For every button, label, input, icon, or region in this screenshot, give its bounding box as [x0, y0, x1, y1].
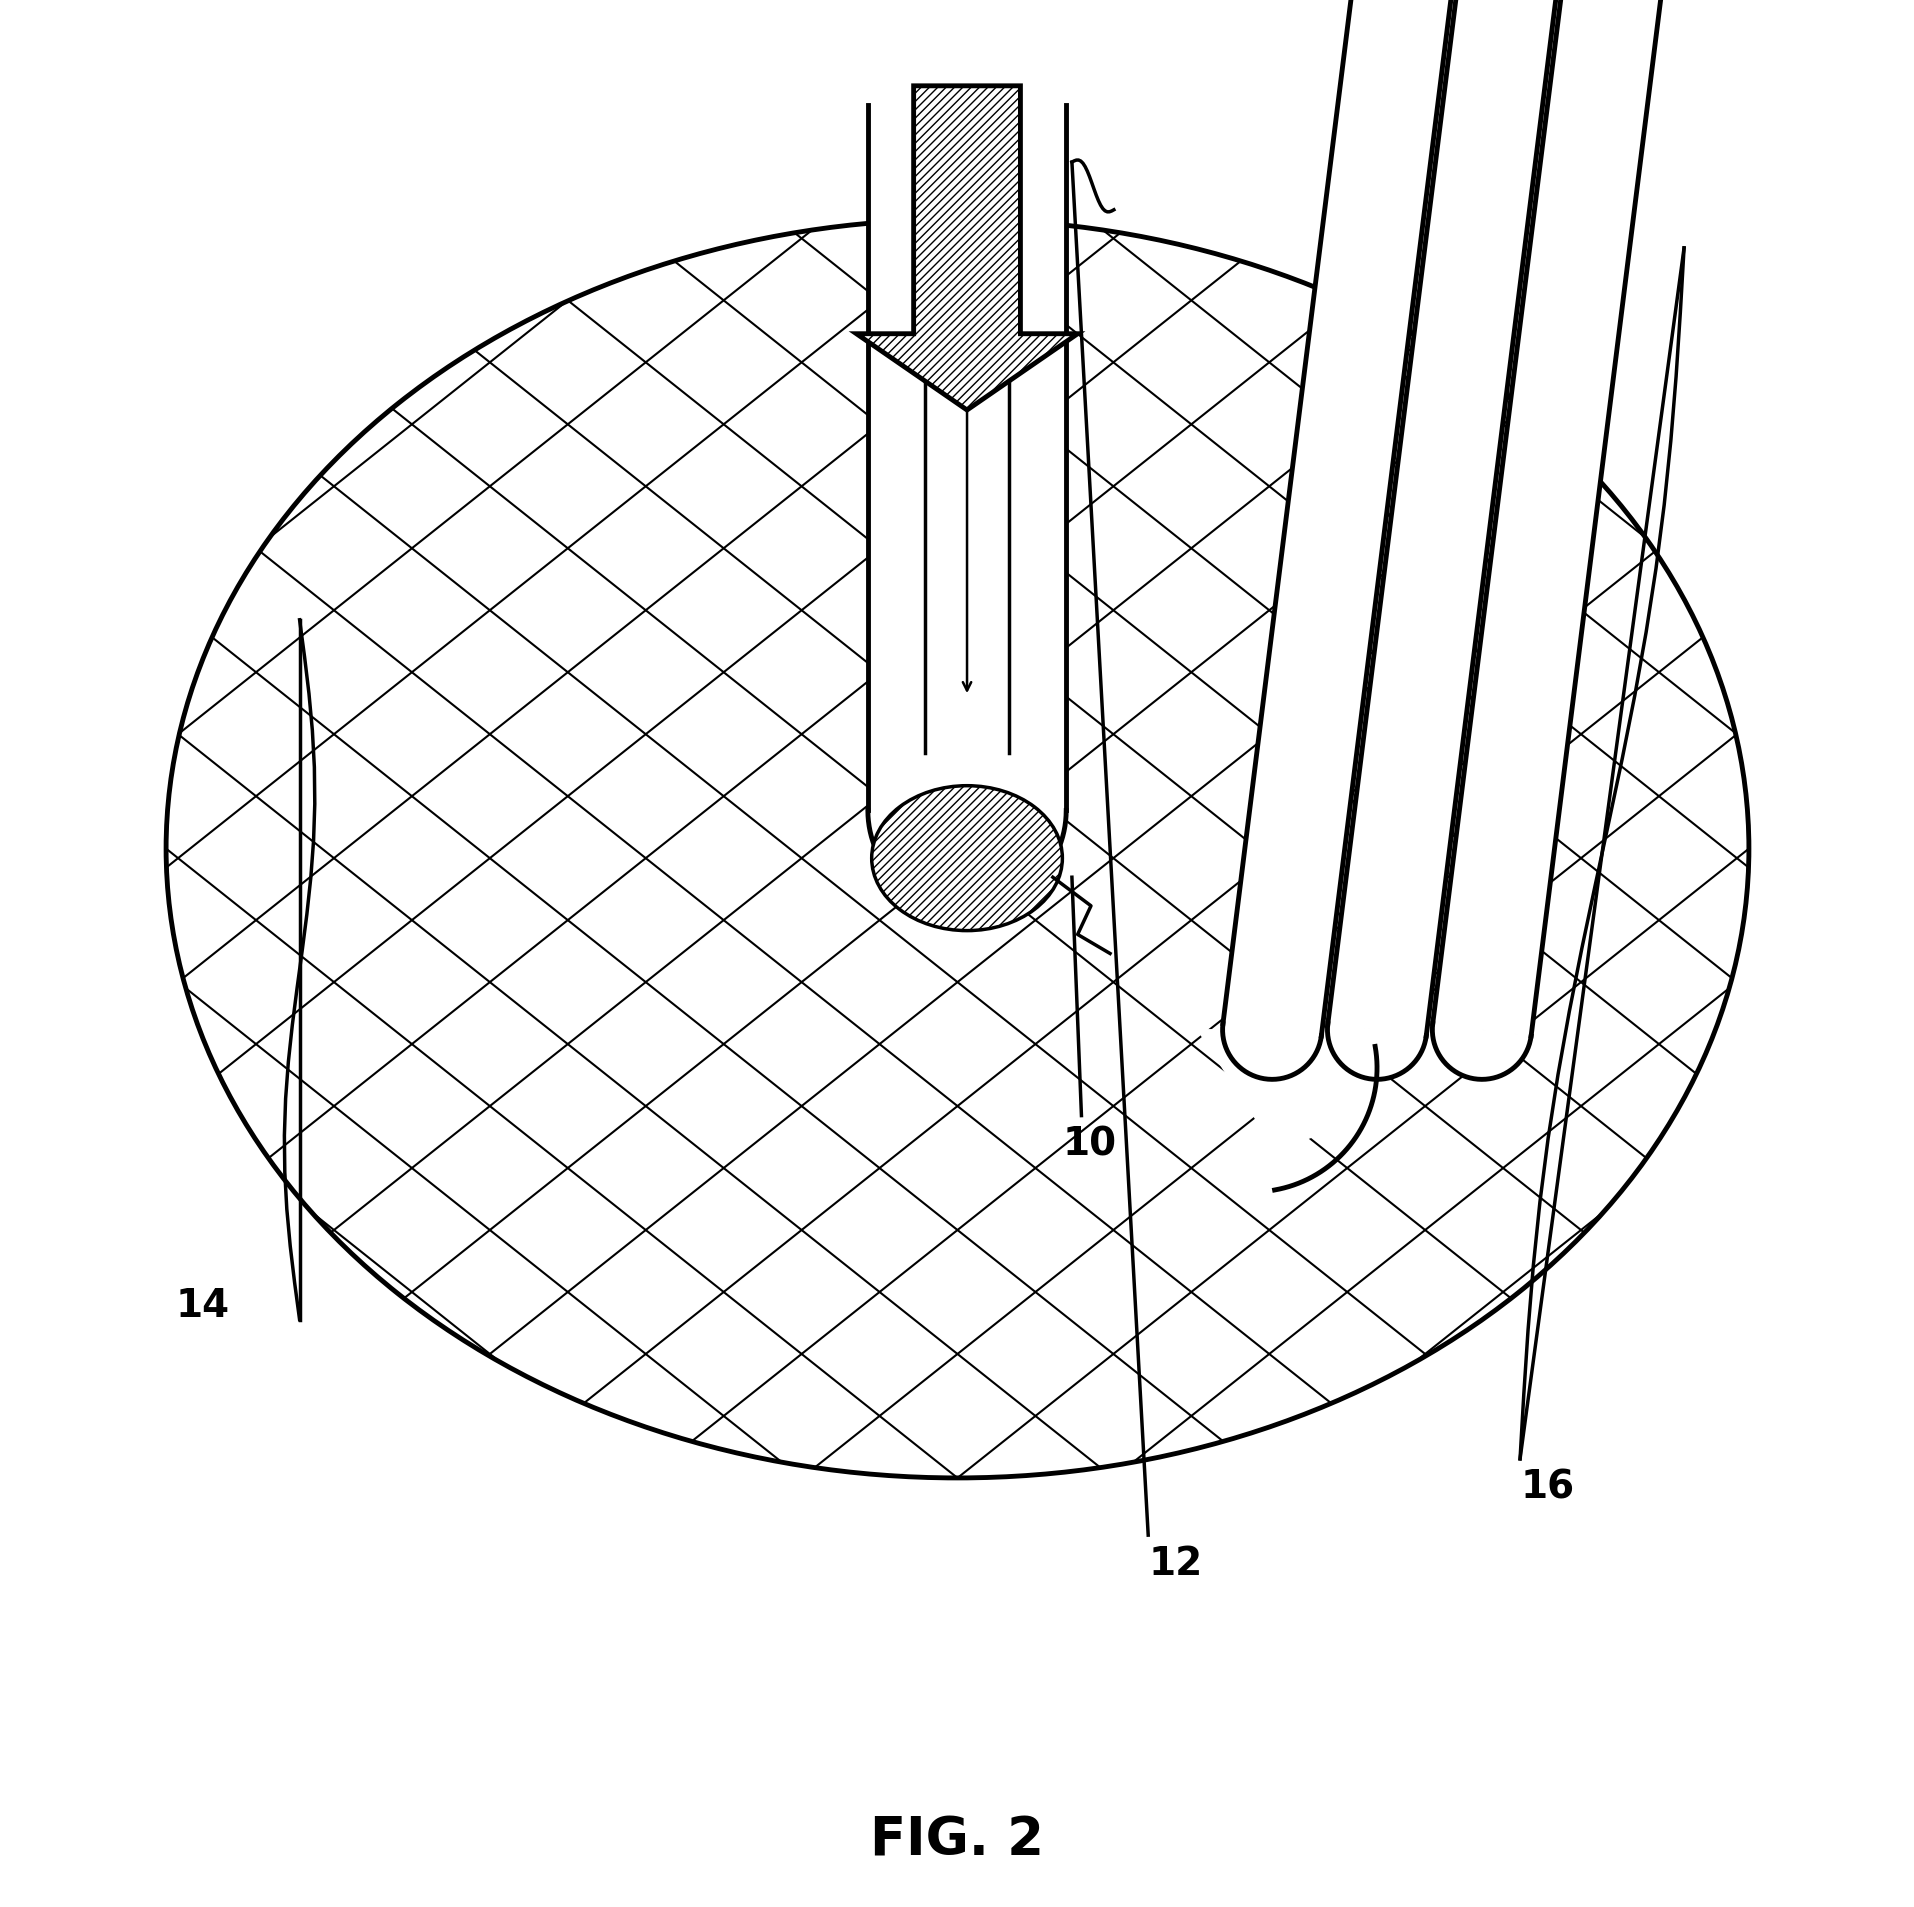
- Polygon shape: [867, 105, 1066, 910]
- Polygon shape: [1432, 0, 1663, 1036]
- Polygon shape: [856, 86, 1078, 410]
- Ellipse shape: [167, 219, 1747, 1478]
- Text: 10: 10: [1062, 1125, 1116, 1163]
- Polygon shape: [1326, 0, 1558, 1036]
- Ellipse shape: [871, 786, 1062, 931]
- Text: 16: 16: [1520, 1468, 1573, 1507]
- Polygon shape: [1432, 1024, 1531, 1079]
- Polygon shape: [1326, 1024, 1426, 1079]
- Text: 12: 12: [1148, 1545, 1202, 1583]
- Polygon shape: [1221, 1024, 1321, 1079]
- Polygon shape: [1223, 0, 1455, 1036]
- Polygon shape: [1196, 1030, 1386, 1144]
- Text: 14: 14: [176, 1287, 230, 1325]
- Text: FIG. 2: FIG. 2: [871, 1814, 1043, 1867]
- Ellipse shape: [167, 219, 1747, 1478]
